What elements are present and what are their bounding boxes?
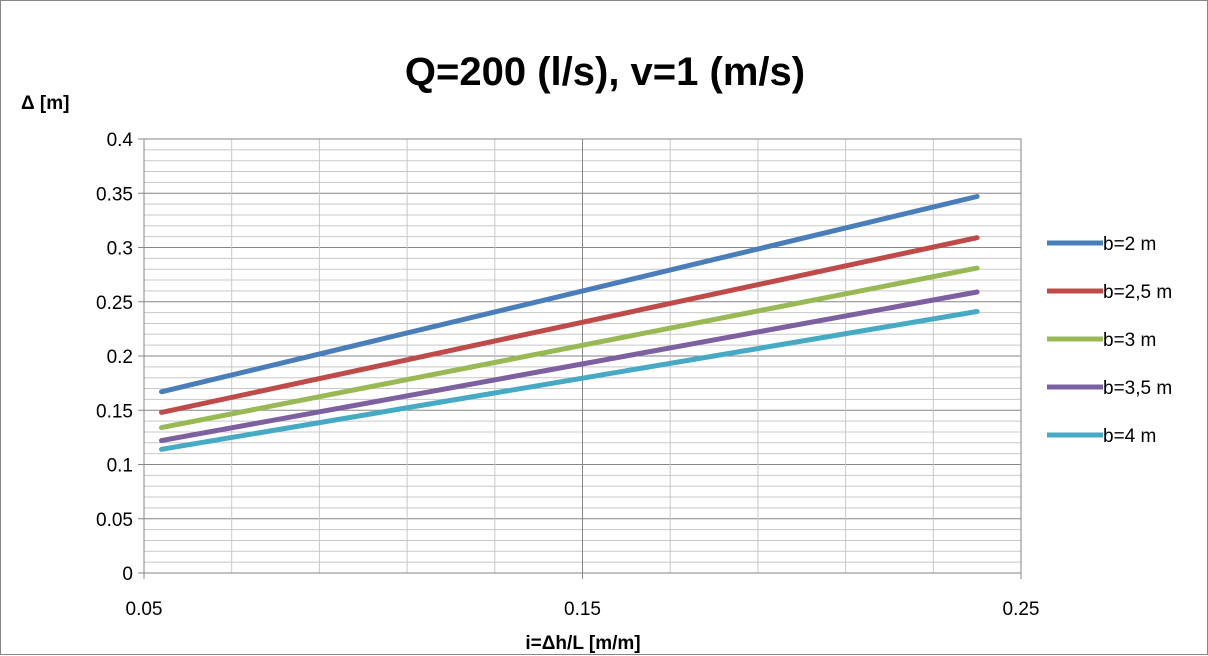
legend-label: b=4 m — [1103, 426, 1156, 447]
series-line — [159, 309, 980, 452]
y-tick-label: 0.25 — [96, 293, 133, 314]
grid — [144, 139, 1021, 573]
y-tick-label: 0 — [122, 564, 133, 585]
legend-label: b=3 m — [1103, 330, 1156, 351]
y-tick-label: 0.3 — [107, 239, 133, 260]
y-tick-label: 0.15 — [96, 401, 133, 422]
y-tick-label: 0.2 — [107, 347, 133, 368]
x-tick-label: 0.05 — [126, 599, 163, 620]
series-line — [159, 289, 980, 444]
y-axis-title: Δ [m] — [21, 93, 69, 114]
series-lines — [159, 194, 980, 452]
legend-label: b=2 m — [1103, 234, 1156, 255]
y-tick-label: 0.4 — [107, 130, 134, 151]
series-line — [159, 235, 980, 415]
y-tick-label: 0.35 — [96, 184, 133, 205]
x-axis-title: i=Δh/L [m/m] — [525, 633, 640, 654]
chart-title: Q=200 (l/s), v=1 (m/s) — [405, 50, 805, 94]
series-line — [159, 265, 980, 431]
y-tick-label: 0.05 — [96, 510, 133, 531]
legend-label: b=3,5 m — [1103, 378, 1172, 399]
legend: b=2 m b=2,5 m b=3 m b=3,5 m b=4 m — [1047, 234, 1172, 447]
y-tick-label: 0.1 — [107, 456, 133, 477]
x-axis: 0.05 0.15 0.25 — [126, 573, 1040, 620]
legend-label: b=2,5 m — [1103, 282, 1172, 303]
series-line — [159, 194, 980, 395]
x-tick-label: 0.15 — [564, 599, 601, 620]
x-tick-label: 0.25 — [1003, 599, 1040, 620]
y-axis: 0 0.05 0.1 0.15 0.2 0.25 0.3 0.35 0.4 — [96, 130, 144, 585]
